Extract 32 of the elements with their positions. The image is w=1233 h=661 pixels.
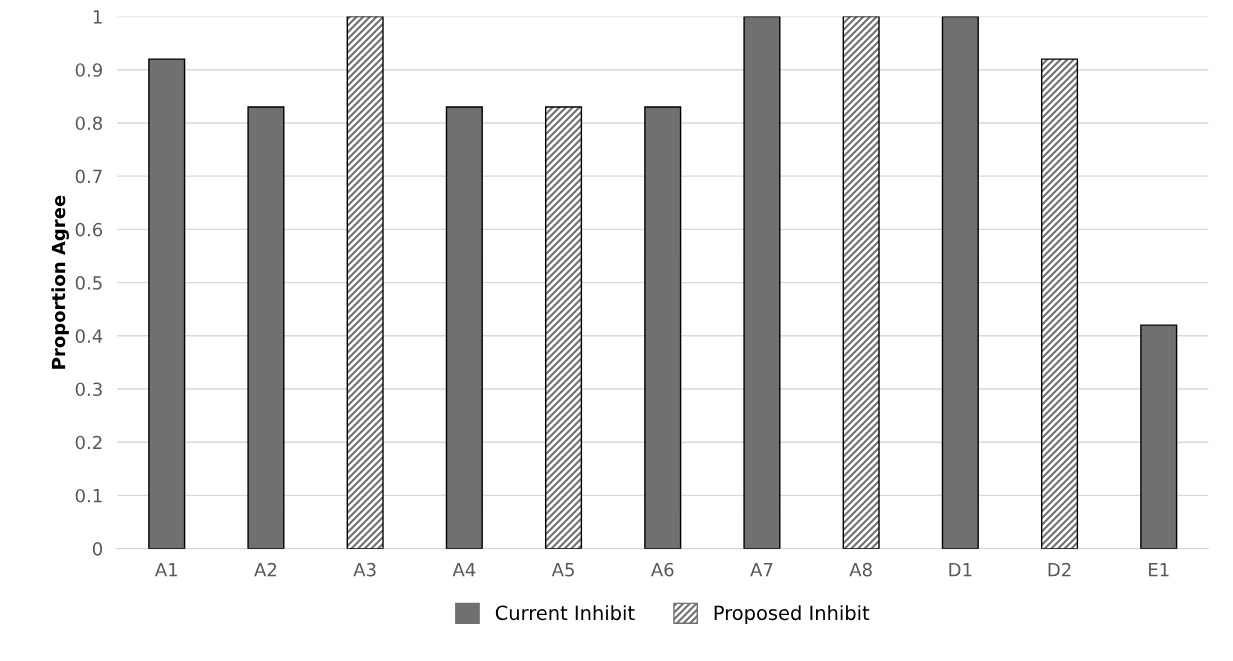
bar — [941, 16, 979, 549]
bar — [247, 106, 285, 549]
x-tick-label: A4 — [452, 563, 476, 577]
y-tick-label: 0.7 — [75, 169, 102, 184]
y-tick-label: 0.6 — [75, 222, 103, 237]
y-axis-title: Proportion Agree — [51, 195, 69, 369]
x-tick-label: A3 — [353, 562, 376, 577]
y-tick-label: 0.2 — [75, 435, 102, 450]
x-tick-label: E1 — [1149, 563, 1169, 577]
legend-label: Current Inhibit — [495, 605, 635, 621]
bar — [1140, 324, 1178, 549]
bar — [743, 16, 781, 549]
y-tick-label: 0.5 — [75, 276, 102, 290]
x-tick-label: A8 — [849, 562, 872, 577]
x-tick-label: A1 — [154, 563, 177, 577]
y-tick-label: 0 — [92, 542, 103, 556]
y-tick-label: 0.8 — [75, 116, 103, 131]
x-tick-label: A7 — [750, 563, 773, 577]
bar — [148, 58, 186, 549]
y-tick-label: 0.3 — [75, 382, 102, 397]
x-tick-label: D2 — [1048, 562, 1071, 577]
bar — [445, 106, 483, 549]
legend-label: Proposed Inhibit — [714, 605, 870, 624]
x-tick-label: D1 — [949, 563, 972, 577]
y-tick-label: 0.9 — [75, 63, 102, 77]
x-tick-label: A5 — [551, 563, 574, 577]
y-tick-label: 0.1 — [75, 488, 102, 503]
y-tick-label: 1 — [93, 10, 102, 24]
bar — [644, 106, 682, 549]
x-tick-label: A2 — [254, 562, 277, 577]
x-tick-label: A6 — [650, 562, 674, 577]
y-tick-label: 0.4 — [75, 329, 103, 343]
